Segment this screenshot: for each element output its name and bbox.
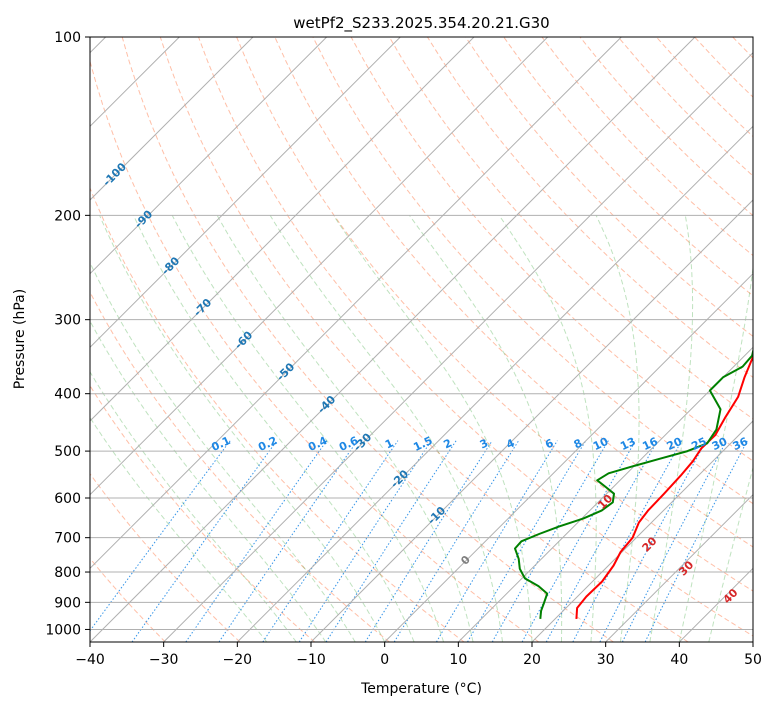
mixing-ratio-label: 25 <box>689 435 708 453</box>
axes: −40 −30 −20 −10 0 10 20 30 40 50 100 200 300 400 500 60… <box>45 30 762 668</box>
x-tick-label: −40 <box>75 652 105 668</box>
moist-adiabat <box>90 320 327 642</box>
mixing-ratio-label: 36 <box>731 435 751 453</box>
dry-adiabat <box>350 37 753 462</box>
dry-adiabat <box>90 59 540 642</box>
isotherm-line <box>310 199 753 642</box>
mixing-ratio-line <box>435 440 558 642</box>
mixing-ratio-label: 30 <box>710 435 730 453</box>
moist-adiabat <box>171 215 445 642</box>
plot-frame <box>89 36 754 643</box>
isotherm-line <box>90 37 475 422</box>
dry-adiabat <box>90 472 241 642</box>
moist-adiabat <box>133 215 415 642</box>
dry-adiabat <box>90 557 166 642</box>
plot-area <box>90 37 753 642</box>
dry-adiabat <box>426 37 753 378</box>
x-tick-label: 40 <box>670 652 688 668</box>
y-tick-label: 200 <box>54 208 81 224</box>
x-tick-label: 10 <box>449 652 467 668</box>
mixing-ratio-line <box>599 440 707 642</box>
moist-adiabat <box>649 215 694 642</box>
isotherm-line <box>531 420 753 642</box>
y-tick-label: 300 <box>54 313 81 329</box>
x-tick-label: −30 <box>149 652 179 668</box>
mixing-ratio-line <box>491 440 609 642</box>
isotherm-line <box>90 37 254 201</box>
x-axis-title: Temperature (°C) <box>360 681 482 697</box>
dry-adiabat <box>236 37 753 592</box>
dry-adiabat <box>90 186 465 642</box>
moist-adiabat <box>595 215 640 642</box>
mixing-ratio-label: 10 <box>591 435 611 453</box>
y-tick-label: 600 <box>54 491 81 507</box>
x-tick-label: 0 <box>380 652 389 668</box>
x-tick-label: −10 <box>296 652 326 668</box>
dry-adiabat <box>503 37 753 297</box>
moist-adiabat <box>90 370 297 642</box>
moist-adiabat <box>269 215 503 642</box>
mixing-ratio-line <box>364 440 493 642</box>
isotherm-line <box>384 272 753 642</box>
mixing-ratio-label: 13 <box>618 435 637 453</box>
mixing-ratio-label: 16 <box>640 435 660 453</box>
mixing-ratio-label: 20 <box>665 435 685 453</box>
moist-adiabat <box>498 215 597 642</box>
isotherm-line <box>236 125 753 642</box>
moist-adiabat <box>99 215 386 642</box>
y-tick-label: 700 <box>54 531 81 547</box>
x-tick-label: 50 <box>744 652 762 668</box>
y-axis-title: Pressure (hPa) <box>12 289 28 389</box>
y-tick-label: 500 <box>54 444 81 460</box>
moist-adiabat <box>90 261 356 642</box>
mixing-ratio-line <box>262 440 399 642</box>
dry-adiabat <box>90 291 390 642</box>
dry-adiabat <box>121 37 614 642</box>
isotherm-line <box>90 37 401 349</box>
mixing-ratio-line <box>467 440 587 642</box>
mixing-ratio-line <box>218 440 358 642</box>
isotherm-line <box>605 493 753 642</box>
isotherm-line <box>457 346 753 642</box>
moist-adiabat <box>708 465 753 642</box>
y-tick-label: 1000 <box>45 622 81 638</box>
isotherm-line <box>90 37 328 275</box>
moist-adiabat <box>90 416 268 642</box>
chart-title: wetPf2_S233.2025.354.20.21.G30 <box>293 14 549 33</box>
mixing-ratio-line <box>621 440 728 642</box>
x-tick-label: 30 <box>597 652 615 668</box>
mixing-ratio-line <box>185 440 328 642</box>
isotherm-line <box>163 51 753 642</box>
temperature-profile <box>575 354 753 619</box>
dry-adiabat <box>159 37 689 642</box>
moist-adiabat <box>678 264 753 642</box>
dry-adiabat <box>198 37 753 637</box>
isotherm-line <box>90 37 549 496</box>
y-tick-label: 100 <box>54 30 81 46</box>
moist-adiabat <box>408 215 563 642</box>
y-tick-label: 800 <box>54 565 81 581</box>
mixing-ratio-line <box>298 440 432 642</box>
x-tick-label: 20 <box>523 652 541 668</box>
dry-adiabat <box>274 37 753 548</box>
dry-adiabat <box>90 384 316 642</box>
isotherm-line <box>90 37 696 642</box>
isotherm-line <box>90 37 622 570</box>
mixing-ratio-line <box>325 440 457 642</box>
x-tick-label: −20 <box>223 652 253 668</box>
y-tick-label: 900 <box>54 595 81 611</box>
dewpoint-profile <box>514 347 753 619</box>
y-tick-label: 400 <box>54 387 81 403</box>
